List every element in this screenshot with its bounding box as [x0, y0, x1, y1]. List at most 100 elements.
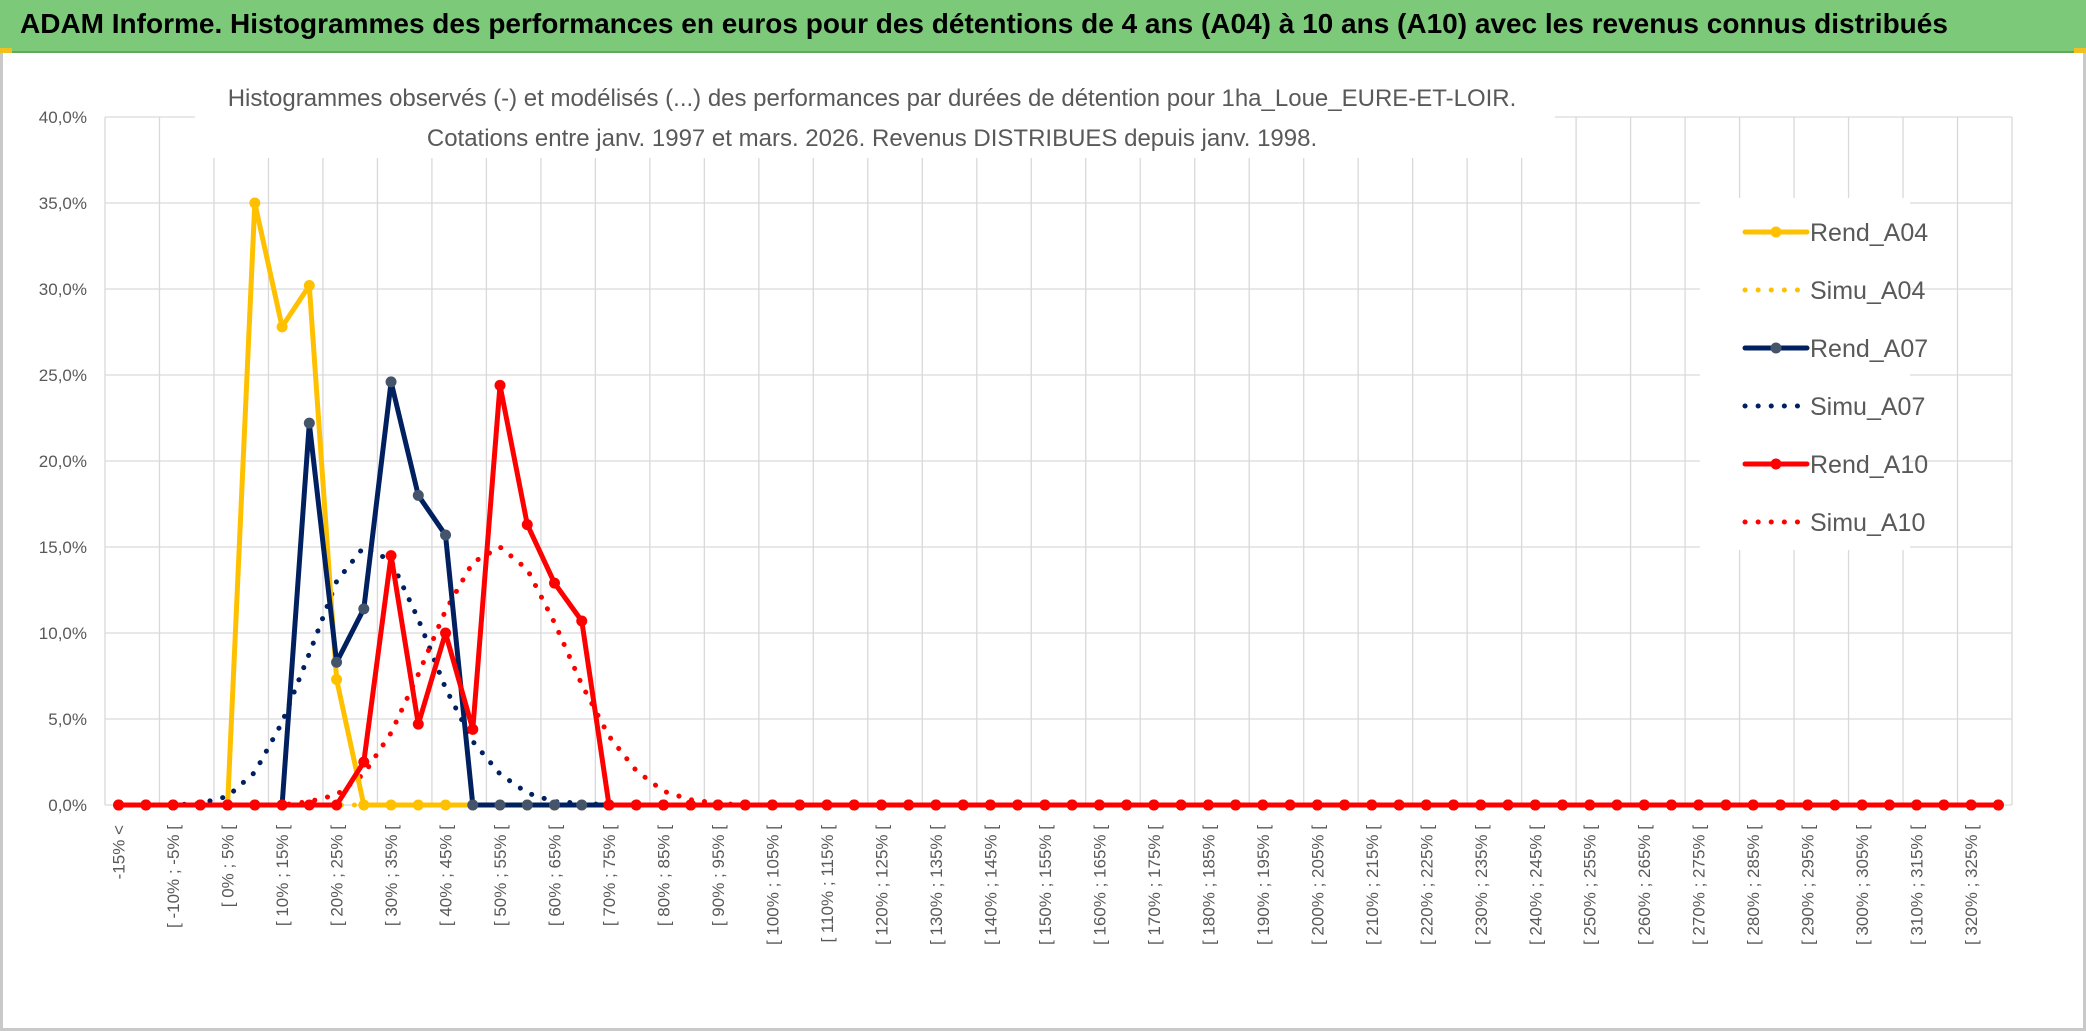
legend-layer: Rend_A04 Simu_A04 Rend_A07 Simu_A07 Rend_A10… [1700, 198, 1928, 550]
point-Rend_A10 [1665, 799, 1677, 811]
point-Rend_A07 [521, 799, 533, 811]
point-Rend_A10 [1802, 799, 1814, 811]
point-Rend_A10 [1121, 799, 1133, 811]
series-layer [113, 197, 2004, 811]
point-Rend_A10 [1584, 799, 1596, 811]
point-Rend_A10 [1747, 799, 1759, 811]
x-tick-label: [ 230% ; 235% [ [1472, 825, 1491, 945]
legend-marker-Rend_A04 [1770, 226, 1782, 238]
point-Rend_A10 [1257, 799, 1269, 811]
x-tick-label: [ 310% ; 315% [ [1908, 825, 1927, 945]
point-Rend_A10 [1774, 799, 1786, 811]
point-Rend_A04 [440, 799, 452, 811]
point-Rend_A10 [222, 799, 234, 811]
point-Rend_A10 [821, 799, 833, 811]
point-Rend_A10 [1556, 799, 1568, 811]
x-tick-label: [ 280% ; 285% [ [1744, 825, 1763, 945]
corner-accent-right [2074, 48, 2086, 53]
point-Rend_A07 [549, 799, 561, 811]
point-Rend_A10 [1829, 799, 1841, 811]
point-Rend_A04 [358, 799, 370, 811]
chart-title-line2: Cotations entre janv. 1997 et mars. 2026… [427, 125, 1317, 152]
x-tick-label: [ 70% ; 75% [ [600, 825, 619, 926]
point-Rend_A10 [1339, 799, 1351, 811]
x-tick-label: [ 30% ; 35% [ [382, 825, 401, 926]
x-tick-label: [ 10% ; 15% [ [273, 825, 292, 926]
legend-marker-Rend_A07 [1770, 342, 1782, 354]
point-Rend_A10 [1448, 799, 1460, 811]
series-Rend_A10 [113, 379, 2004, 811]
legend-entry-Simu_A10: Simu_A10 [1742, 509, 1925, 537]
x-tick-label: [ 200% ; 205% [ [1308, 825, 1327, 945]
point-Rend_A10 [1148, 799, 1160, 811]
point-Rend_A10 [1529, 799, 1541, 811]
banner-title: ADAM Informe. Histogrammes des performan… [20, 8, 1948, 39]
point-Rend_A04 [331, 673, 343, 685]
x-tick-label: [ 320% ; 325% [ [1962, 825, 1981, 945]
x-tick-label: [ -10% ; -5% [ [164, 825, 183, 928]
x-tick-label: [ 190% ; 195% [ [1254, 825, 1273, 945]
legend-label-Rend_A07: Rend_A07 [1810, 335, 1928, 363]
point-Rend_A10 [766, 799, 778, 811]
point-Rend_A10 [603, 799, 615, 811]
x-tick-label: -15% < [110, 825, 129, 879]
point-Rend_A10 [903, 799, 915, 811]
point-Rend_A10 [739, 799, 751, 811]
chart-title-layer: Histogrammes observés (-) et modélisés (… [195, 76, 1555, 158]
point-Rend_A10 [385, 550, 397, 562]
point-Rend_A10 [249, 799, 261, 811]
y-tick-label: 35,0% [39, 194, 87, 213]
y-tick-label: 40,0% [39, 108, 87, 127]
point-Rend_A04 [276, 321, 288, 333]
point-Rend_A10 [303, 799, 315, 811]
x-tick-label: [ 120% ; 125% [ [872, 825, 891, 945]
point-Rend_A10 [712, 799, 724, 811]
point-Rend_A10 [521, 519, 533, 531]
point-Rend_A10 [1093, 799, 1105, 811]
series-line-Simu_A07 [116, 544, 2001, 808]
legend-label-Rend_A04: Rend_A04 [1810, 219, 1928, 247]
point-Rend_A10 [1039, 799, 1051, 811]
point-Rend_A07 [385, 376, 397, 388]
legend-label-Simu_A07: Simu_A07 [1810, 393, 1925, 421]
point-Rend_A10 [494, 379, 506, 391]
point-Rend_A10 [1992, 799, 2004, 811]
x-tick-label: [ 260% ; 265% [ [1635, 825, 1654, 945]
point-Rend_A10 [1938, 799, 1950, 811]
legend-entry-Simu_A07: Simu_A07 [1742, 393, 1925, 421]
point-Rend_A10 [1066, 799, 1078, 811]
point-Rend_A10 [194, 799, 206, 811]
point-Rend_A10 [1230, 799, 1242, 811]
point-Rend_A10 [957, 799, 969, 811]
x-tick-label: [ 40% ; 45% [ [437, 825, 456, 926]
y-tick-label: 20,0% [39, 452, 87, 471]
x-tick-label: [ 0% ; 5% [ [219, 825, 238, 907]
legend-marker-Rend_A10 [1770, 458, 1782, 470]
y-tick-label: 30,0% [39, 280, 87, 299]
x-tick-label: [ 210% ; 215% [ [1363, 825, 1382, 945]
point-Rend_A10 [1856, 799, 1868, 811]
point-Rend_A04 [303, 280, 315, 292]
legend-label-Rend_A10: Rend_A10 [1810, 451, 1928, 479]
point-Rend_A10 [140, 799, 152, 811]
point-Rend_A10 [1720, 799, 1732, 811]
point-Rend_A10 [657, 799, 669, 811]
point-Rend_A10 [875, 799, 887, 811]
x-tick-label: [ 240% ; 245% [ [1526, 825, 1545, 945]
point-Rend_A10 [1012, 799, 1024, 811]
point-Rend_A10 [1475, 799, 1487, 811]
point-Rend_A07 [494, 799, 506, 811]
point-Rend_A04 [385, 799, 397, 811]
legend-entry-Simu_A04: Simu_A04 [1742, 277, 1925, 305]
title-banner: ADAM Informe. Histogrammes des performan… [0, 0, 2086, 53]
point-Rend_A10 [1502, 799, 1514, 811]
point-Rend_A10 [167, 799, 179, 811]
point-Rend_A10 [1611, 799, 1623, 811]
point-Rend_A10 [1284, 799, 1296, 811]
point-Rend_A04 [412, 799, 424, 811]
point-Rend_A10 [930, 799, 942, 811]
point-Rend_A07 [412, 489, 424, 501]
x-tick-label: [ 60% ; 65% [ [546, 825, 565, 926]
point-Rend_A10 [358, 756, 370, 768]
chart-title-background [195, 76, 1555, 158]
